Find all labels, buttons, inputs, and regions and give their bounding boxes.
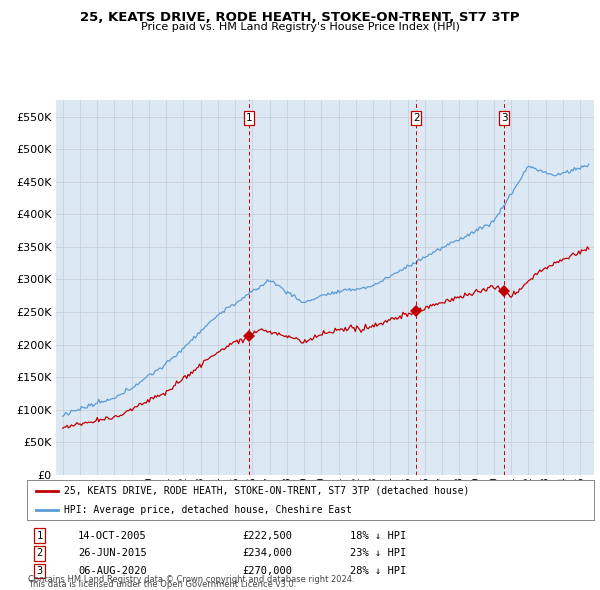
Text: 14-OCT-2005: 14-OCT-2005 — [78, 531, 147, 540]
Text: HPI: Average price, detached house, Cheshire East: HPI: Average price, detached house, Ches… — [64, 505, 352, 515]
Text: £234,000: £234,000 — [242, 549, 292, 558]
Text: £270,000: £270,000 — [242, 566, 292, 576]
Text: Contains HM Land Registry data © Crown copyright and database right 2024.: Contains HM Land Registry data © Crown c… — [28, 575, 355, 584]
Text: This data is licensed under the Open Government Licence v3.0.: This data is licensed under the Open Gov… — [28, 581, 296, 589]
Text: £222,500: £222,500 — [242, 531, 292, 540]
Text: 06-AUG-2020: 06-AUG-2020 — [78, 566, 147, 576]
Text: 18% ↓ HPI: 18% ↓ HPI — [350, 531, 406, 540]
Text: 25, KEATS DRIVE, RODE HEATH, STOKE-ON-TRENT, ST7 3TP (detached house): 25, KEATS DRIVE, RODE HEATH, STOKE-ON-TR… — [64, 486, 469, 496]
Text: 28% ↓ HPI: 28% ↓ HPI — [350, 566, 406, 576]
Text: Price paid vs. HM Land Registry's House Price Index (HPI): Price paid vs. HM Land Registry's House … — [140, 22, 460, 32]
Text: 1: 1 — [37, 531, 43, 540]
Text: 25, KEATS DRIVE, RODE HEATH, STOKE-ON-TRENT, ST7 3TP: 25, KEATS DRIVE, RODE HEATH, STOKE-ON-TR… — [80, 11, 520, 24]
Text: 3: 3 — [37, 566, 43, 576]
Text: 26-JUN-2015: 26-JUN-2015 — [78, 549, 147, 558]
Text: 3: 3 — [501, 113, 508, 123]
Text: 2: 2 — [413, 113, 419, 123]
Text: 23% ↓ HPI: 23% ↓ HPI — [350, 549, 406, 558]
Text: 1: 1 — [245, 113, 252, 123]
Text: 2: 2 — [37, 549, 43, 558]
